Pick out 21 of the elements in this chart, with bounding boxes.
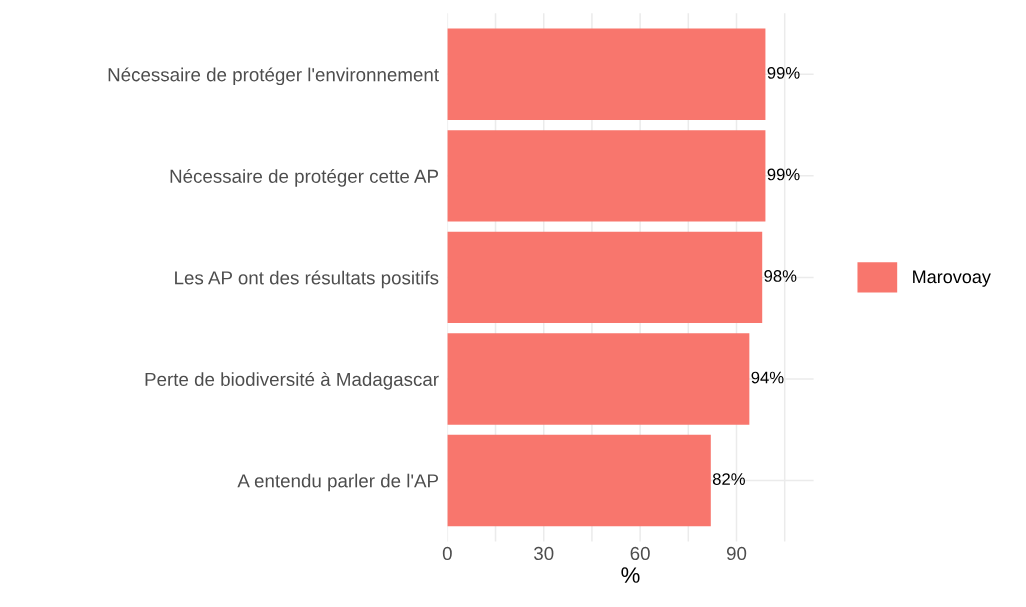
- bar: [447, 231, 763, 324]
- y-tick-label: A entendu parler de l'AP: [237, 473, 439, 492]
- bar: [447, 130, 766, 222]
- bar: [447, 434, 711, 527]
- x-tick-label: 90: [726, 546, 747, 561]
- data-label: 94%: [751, 371, 784, 384]
- bar: [447, 333, 750, 425]
- y-tick-label: Nécessaire de protéger l'environnement: [108, 67, 439, 86]
- x-axis-title: %: [621, 567, 640, 583]
- data-label: 99%: [767, 66, 800, 79]
- data-label: 82%: [712, 473, 745, 485]
- legend-label: Marovoay: [913, 270, 991, 287]
- y-tick-label: Nécessaire de protéger cette AP: [170, 168, 439, 187]
- y-tick-label: Perte de biodiversité à Madagascar: [145, 372, 439, 390]
- x-tick-label: 30: [534, 546, 554, 561]
- data-label: 98%: [764, 270, 797, 282]
- y-tick-label: Les AP ont des résultats positifs: [175, 270, 439, 289]
- bar: [447, 28, 766, 120]
- data-label: 99%: [767, 168, 800, 181]
- x-tick-label: 60: [630, 546, 650, 561]
- x-tick-label: 0: [442, 546, 452, 561]
